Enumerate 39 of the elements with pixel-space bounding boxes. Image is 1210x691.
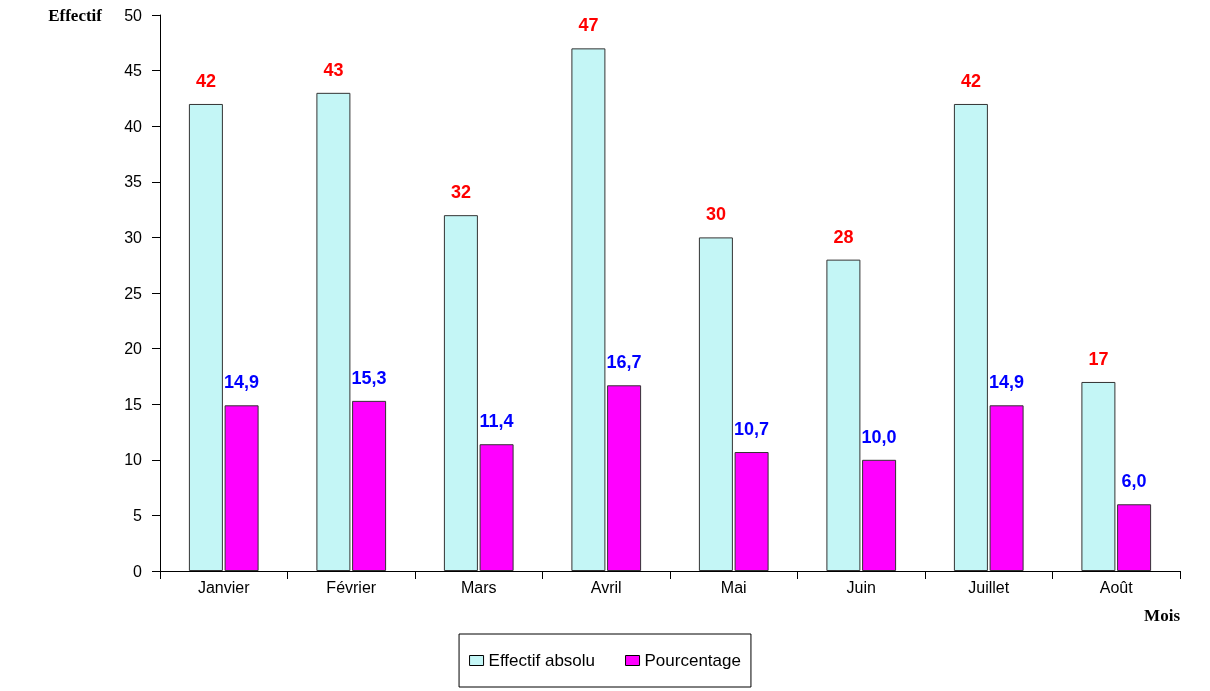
x-axis-title: Mois (1144, 606, 1181, 625)
data-label: 32 (450, 182, 471, 203)
data-label: 14,9 (989, 372, 1025, 393)
x-tick-label: Avril (590, 578, 622, 596)
legend-label: Effectif absolu (488, 651, 596, 670)
data-label: 17 (1088, 348, 1109, 369)
y-tick-label: 40 (124, 117, 143, 135)
data-label: 30 (705, 204, 726, 225)
x-tick-label: Juillet (968, 578, 1010, 596)
y-tick-label: 25 (124, 284, 143, 302)
x-tick-label: Août (1099, 578, 1134, 596)
x-tick-label: Mai (720, 578, 747, 596)
data-label: 43 (323, 59, 344, 80)
data-label: 15,3 (351, 367, 387, 388)
data-label: 6,0 (1121, 471, 1147, 492)
y-tick-label: 35 (124, 173, 143, 191)
y-tick-label: 30 (124, 228, 143, 246)
data-label: 42 (960, 70, 981, 91)
y-tick-label: 0 (133, 562, 143, 580)
data-label: 47 (578, 15, 599, 36)
x-tick-label: Mars (460, 578, 497, 596)
data-label: 16,7 (606, 352, 642, 373)
y-tick-label: 50 (124, 6, 143, 24)
legend-label: Pourcentage (644, 651, 741, 670)
x-tick-label: Février (326, 578, 377, 596)
y-tick-label: 5 (133, 506, 143, 524)
x-tick-label: Juin (846, 578, 876, 596)
data-label: 42 (195, 70, 216, 91)
x-tick-label: Janvier (197, 578, 251, 596)
data-label: 28 (833, 226, 854, 247)
y-tick-label: 45 (124, 62, 143, 80)
data-label: 11,4 (479, 411, 514, 432)
data-label: 10,0 (861, 426, 897, 447)
data-label: 14,9 (224, 372, 260, 393)
y-tick-label: 20 (124, 340, 143, 358)
y-tick-label: 15 (124, 395, 143, 413)
y-axis-title: Effectif (48, 5, 103, 25)
data-label: 10,7 (734, 419, 770, 440)
y-tick-label: 10 (124, 451, 143, 469)
